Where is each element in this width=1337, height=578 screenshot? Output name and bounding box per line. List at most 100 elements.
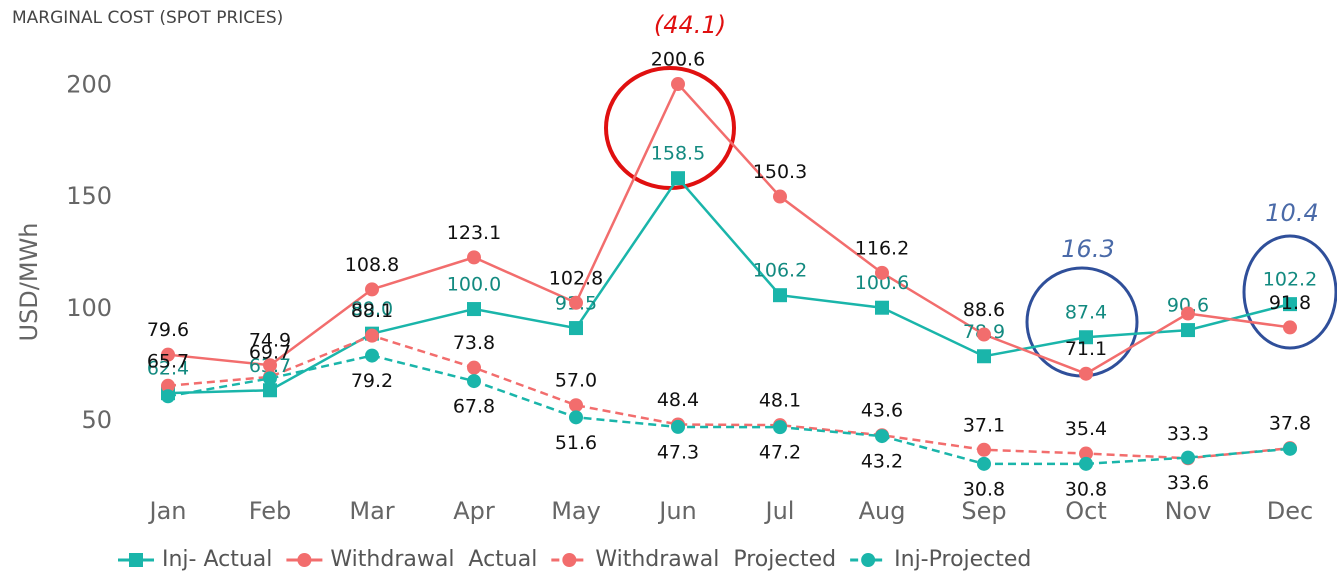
x-tick-label: Jul bbox=[764, 497, 795, 525]
y-tick-label: 100 bbox=[66, 294, 112, 322]
x-tick-label: Apr bbox=[453, 497, 495, 525]
legend-label: Inj-Projected bbox=[894, 547, 1031, 572]
data-label: 90.6 bbox=[1167, 295, 1209, 317]
data-label: 79.6 bbox=[147, 319, 189, 341]
data-point bbox=[977, 327, 991, 342]
data-point bbox=[1181, 450, 1195, 465]
data-label: 200.6 bbox=[651, 49, 705, 71]
y-tick-label: 150 bbox=[66, 182, 112, 210]
data-label: 73.8 bbox=[453, 332, 495, 354]
data-label: 91.8 bbox=[1269, 292, 1311, 314]
x-tick-label: Dec bbox=[1267, 497, 1313, 525]
data-point bbox=[671, 77, 685, 92]
data-point bbox=[875, 429, 889, 444]
y-axis-label: USD/MWh bbox=[15, 222, 43, 341]
data-point bbox=[977, 442, 991, 457]
x-tick-label: Oct bbox=[1065, 497, 1107, 525]
legend-marker bbox=[861, 553, 876, 567]
y-tick-label: 50 bbox=[81, 406, 112, 434]
data-label: 37.8 bbox=[1269, 413, 1311, 435]
x-tick-label: Aug bbox=[859, 497, 906, 525]
data-point bbox=[1079, 330, 1093, 345]
data-point bbox=[1181, 323, 1195, 338]
data-point bbox=[875, 300, 889, 315]
x-tick-label: Jun bbox=[657, 497, 697, 525]
data-label: 102.8 bbox=[549, 267, 603, 289]
data-point bbox=[569, 410, 583, 425]
data-label: 123.1 bbox=[447, 222, 501, 244]
data-label: 108.8 bbox=[345, 254, 399, 276]
data-point bbox=[161, 389, 175, 404]
data-label: 35.4 bbox=[1065, 418, 1107, 440]
data-label: 43.6 bbox=[861, 400, 903, 422]
data-label: 100.0 bbox=[447, 274, 501, 296]
data-point bbox=[467, 302, 481, 317]
x-tick-label: Feb bbox=[249, 497, 292, 525]
data-label: 116.2 bbox=[855, 237, 909, 259]
legend-label: Withdrawal Projected bbox=[595, 547, 836, 572]
data-point bbox=[1079, 446, 1093, 461]
data-point bbox=[365, 328, 379, 343]
data-label: 57.0 bbox=[555, 370, 597, 392]
legend-label: Inj- Actual bbox=[162, 547, 272, 572]
data-label: 43.2 bbox=[861, 451, 903, 473]
data-label: 33.3 bbox=[1167, 423, 1209, 445]
data-point bbox=[1283, 297, 1297, 312]
data-label: 106.2 bbox=[753, 260, 807, 282]
data-point bbox=[365, 282, 379, 297]
data-point bbox=[773, 189, 787, 204]
x-tick-label: Sep bbox=[961, 497, 1006, 525]
data-point bbox=[977, 456, 991, 471]
annotation: 10.4 bbox=[1265, 199, 1318, 227]
data-point bbox=[773, 288, 787, 303]
data-label: 100.6 bbox=[855, 272, 909, 294]
chart-title: MARGINAL COST (SPOT PRICES) bbox=[12, 8, 283, 28]
data-label: 71.1 bbox=[1065, 338, 1107, 360]
data-label: 30.8 bbox=[963, 478, 1005, 500]
highlight-circle bbox=[1242, 234, 1337, 350]
data-point bbox=[365, 348, 379, 363]
data-point bbox=[263, 383, 277, 398]
data-label: 79.2 bbox=[351, 370, 393, 392]
x-tick-label: Mar bbox=[349, 497, 394, 525]
data-point bbox=[569, 398, 583, 413]
data-label: 33.6 bbox=[1167, 472, 1209, 494]
data-label: 88.1 bbox=[351, 300, 393, 322]
data-label: 47.3 bbox=[657, 441, 699, 463]
legend-marker bbox=[297, 553, 312, 567]
data-point bbox=[161, 347, 175, 362]
legend-marker bbox=[562, 553, 577, 567]
data-point bbox=[1079, 456, 1093, 471]
series-line bbox=[167, 354, 1291, 466]
data-point bbox=[1283, 441, 1297, 456]
highlight-circle bbox=[604, 66, 736, 190]
series-line bbox=[167, 176, 1291, 395]
data-label: 67.8 bbox=[453, 396, 495, 418]
legend-label: Withdrawal Actual bbox=[330, 547, 537, 572]
data-point bbox=[569, 295, 583, 310]
data-point bbox=[875, 265, 889, 280]
annotation: (44.1) bbox=[654, 11, 726, 39]
data-label: 47.2 bbox=[759, 442, 801, 464]
data-label: 89.0 bbox=[351, 298, 393, 320]
data-point bbox=[467, 360, 481, 375]
data-point bbox=[263, 371, 277, 386]
data-label: 69.7 bbox=[249, 341, 291, 363]
data-label: 88.6 bbox=[963, 299, 1005, 321]
data-label: 51.6 bbox=[555, 432, 597, 454]
data-label: 102.2 bbox=[1263, 269, 1317, 291]
data-point bbox=[671, 419, 685, 434]
data-point bbox=[1181, 306, 1195, 321]
data-point bbox=[773, 420, 787, 435]
data-point bbox=[1283, 320, 1297, 335]
data-point bbox=[1079, 366, 1093, 381]
data-point bbox=[569, 321, 583, 336]
data-label: 87.4 bbox=[1065, 302, 1107, 324]
x-tick-label: Jan bbox=[148, 497, 187, 525]
data-label: 30.8 bbox=[1065, 478, 1107, 500]
data-point bbox=[467, 374, 481, 389]
data-point bbox=[161, 378, 175, 393]
data-label: 158.5 bbox=[651, 143, 705, 165]
data-label: 48.1 bbox=[759, 390, 801, 412]
